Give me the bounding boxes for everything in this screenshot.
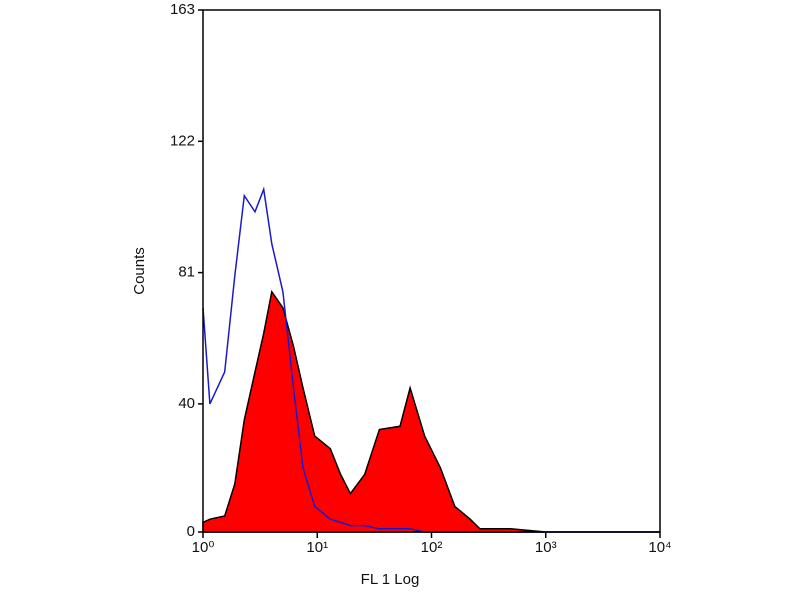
histogram-area [202,289,660,533]
x-tick-label: 10² [421,539,443,556]
y-axis-title: Counts [131,247,148,295]
x-tick-label: 10³ [535,539,557,556]
y-tick-label: 163 [170,1,195,18]
y-tick-label: 40 [178,395,195,412]
x-tick-label: 10¹ [306,539,328,556]
y-tick-label: 122 [170,132,195,149]
x-tick-label: 10⁴ [648,539,671,556]
x-tick-label: 10⁰ [192,539,215,556]
y-tick-label: 81 [178,264,195,281]
y-tick-label: 0 [187,523,195,540]
x-axis-title: FL 1 Log [361,571,420,588]
